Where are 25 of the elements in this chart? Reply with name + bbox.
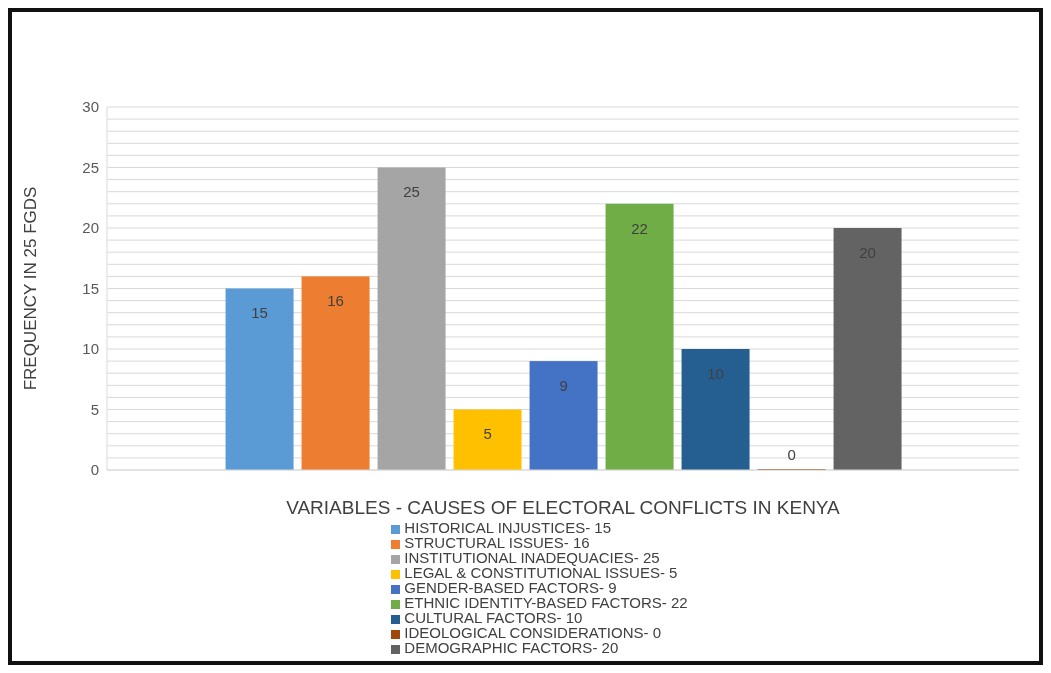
y-tick-label: 5: [90, 400, 99, 418]
y-tick-label: 10: [82, 340, 99, 358]
data-label: 0: [787, 445, 796, 463]
data-label: 10: [707, 364, 724, 382]
y-tick-label: 30: [82, 98, 99, 116]
legend-label: INSTITUTIONAL INADEQUACIES- 25: [404, 549, 660, 566]
legend-label: IDEOLOGICAL CONSIDERATIONS- 0: [404, 624, 662, 641]
legend-label: HISTORICAL INJUSTICES- 15: [404, 519, 612, 536]
data-label: 16: [327, 292, 344, 310]
data-label: 15: [251, 304, 268, 322]
data-label: 22: [631, 219, 648, 237]
y-tick-label: 25: [82, 158, 99, 176]
legend-label: ETHNIC IDENTITY-BASED FACTORS- 22: [404, 594, 688, 611]
legend-label: STRUCTURAL ISSUES- 16: [404, 534, 590, 551]
data-label: 5: [483, 425, 492, 443]
legend-label: DEMOGRAPHIC FACTORS- 20: [404, 639, 619, 656]
data-label: 25: [403, 183, 420, 201]
legend-label: CULTURAL FACTORS- 10: [404, 609, 583, 626]
y-tick-label: 0: [90, 461, 99, 479]
y-axis-title: FREQUENCY IN 25 FGDS: [21, 186, 41, 391]
x-axis-title: VARIABLES - CAUSES OF ELECTORAL CONFLICTS IN KENYA: [286, 497, 841, 518]
y-tick-label: 15: [82, 279, 99, 297]
legend-label: GENDER-BASED FACTORS- 9: [404, 579, 617, 596]
y-tick-label: 20: [82, 219, 99, 237]
data-label: 9: [559, 377, 568, 395]
